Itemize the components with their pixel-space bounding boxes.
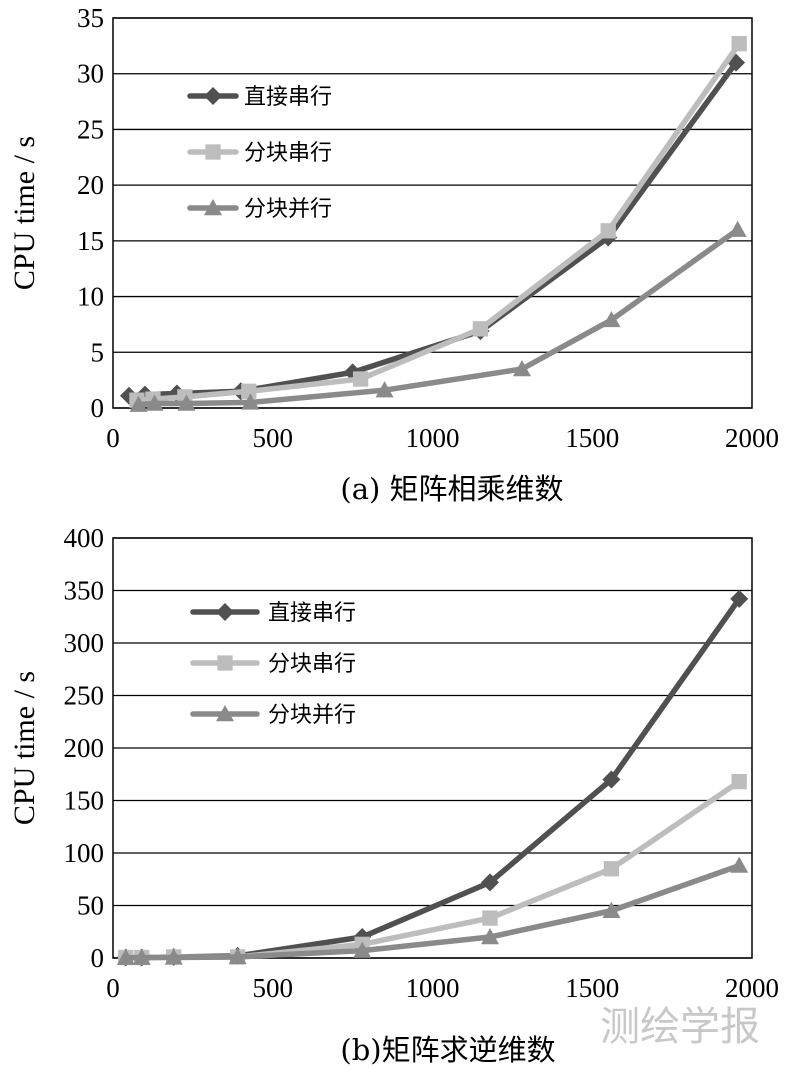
y-tick-label: 400	[64, 523, 105, 553]
chart-caption: (b)矩阵求逆维数	[340, 1033, 555, 1067]
series-line	[123, 862, 742, 961]
y-tick-label: 0	[91, 943, 105, 973]
y-tick-label: 20	[77, 170, 104, 200]
data-point	[353, 941, 372, 958]
y-tick-label: 35	[77, 3, 104, 33]
data-point	[481, 928, 500, 945]
data-point	[145, 394, 164, 411]
chart-caption: (a) 矩阵相乘维数	[340, 472, 563, 506]
series-line	[135, 226, 741, 408]
y-axis-label: CPU time / s	[8, 671, 41, 825]
data-point	[600, 223, 616, 239]
data-point	[164, 948, 183, 965]
plot-frame	[112, 17, 753, 409]
y-axis-label: CPU time / s	[8, 136, 41, 290]
legend-label: 分块串行	[244, 141, 332, 166]
data-point	[730, 589, 749, 608]
y-tick-label: 50	[77, 891, 104, 921]
data-point	[472, 321, 489, 337]
legend-marker	[216, 705, 234, 722]
series-line	[126, 59, 739, 399]
data-point	[132, 948, 151, 965]
legend-marker	[216, 603, 234, 621]
series-line	[123, 778, 742, 961]
x-tick-label: 0	[106, 423, 120, 453]
y-tick-label: 150	[64, 786, 105, 816]
watermark: 测绘学报	[600, 1004, 760, 1050]
y-tick-label: 350	[64, 576, 105, 606]
x-tick-label: 500	[253, 423, 294, 453]
x-tick-label: 1500	[565, 423, 619, 453]
data-point	[731, 773, 747, 790]
x-tick-label: 0	[106, 973, 120, 1003]
data-point	[241, 383, 257, 399]
legend-label: 分块并行	[268, 703, 356, 728]
data-point	[116, 948, 135, 965]
x-tick-label: 1500	[565, 973, 619, 1003]
y-tick-label: 10	[77, 282, 104, 312]
data-point	[375, 381, 394, 398]
y-tick-label: 100	[64, 838, 105, 868]
data-point	[129, 395, 148, 412]
y-tick-label: 15	[77, 226, 104, 256]
x-tick-label: 2000	[725, 423, 779, 453]
y-tick-label: 25	[77, 114, 104, 144]
y-tick-label: 0	[91, 393, 105, 423]
data-point	[512, 360, 531, 377]
data-point	[602, 770, 621, 789]
chart-b: 0 50 100 150 200 250 300 350 400 0 500 1000 1500 2000…	[8, 523, 779, 1067]
legend-marker	[204, 199, 222, 216]
data-point	[482, 910, 498, 926]
legend-marker	[204, 87, 222, 105]
legend-marker	[205, 144, 221, 160]
y-tick-label: 30	[77, 59, 104, 89]
y-tick-label: 200	[64, 733, 105, 763]
data-point	[481, 873, 500, 892]
legend-label: 分块串行	[268, 652, 356, 677]
data-point	[177, 394, 196, 411]
data-point	[241, 393, 260, 410]
data-point	[228, 947, 247, 965]
legend-label: 直接串行	[268, 601, 356, 626]
chart-a: 0 5 10 15 20 25 30 35 0 500 1000 1500 2000 CPU time /…	[8, 3, 779, 506]
data-point	[728, 220, 747, 237]
data-point	[602, 310, 621, 328]
plot-frame	[112, 537, 753, 959]
data-point	[730, 856, 749, 873]
data-point	[731, 35, 747, 52]
series-line	[123, 596, 742, 961]
data-point	[602, 901, 621, 918]
data-point	[603, 861, 620, 877]
legend-marker	[217, 655, 233, 671]
legend-label: 直接串行	[244, 85, 332, 110]
x-tick-label: 1000	[406, 423, 460, 453]
legend-label: 分块并行	[244, 197, 332, 222]
y-tick-label: 250	[64, 681, 105, 711]
x-tick-label: 2000	[725, 973, 779, 1003]
x-tick-label: 1000	[406, 973, 460, 1003]
y-tick-label: 300	[64, 628, 105, 658]
y-tick-label: 5	[91, 337, 105, 367]
data-point	[352, 371, 369, 387]
x-tick-label: 500	[253, 973, 294, 1003]
